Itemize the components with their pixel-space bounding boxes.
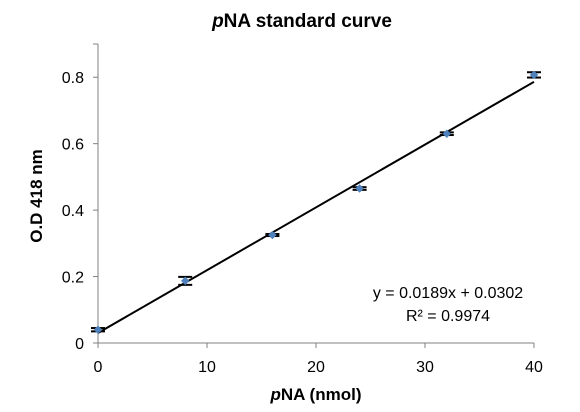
y-axis-label: O.D 418 nm [27,149,46,243]
trendline [97,80,535,334]
y-tick-label: 0.4 [62,203,84,220]
chart-title: pNA standard curve [211,11,392,32]
y-tick-label: 0.8 [62,70,84,87]
y-tick-label: 0.2 [62,270,84,287]
x-tick-label: 20 [307,359,325,376]
data-point [442,129,452,138]
x-tick-label: 10 [198,359,216,376]
x-tick-label: 0 [94,359,103,376]
data-point [93,325,103,334]
y-tick-label: 0 [75,336,84,353]
plot-area: 0 0.2 0.4 0.6 0.8 0 10 20 30 40 [62,43,543,376]
data-point [180,276,190,286]
x-axis-label: pNA (nmol) [270,385,362,404]
data-point [268,230,277,240]
r-squared-label: R² = 0.9974 [406,308,490,325]
trendline-equation: y = 0.0189x + 0.0302 [373,285,523,302]
y-tick-label: 0.6 [62,137,84,154]
x-tick-label: 30 [416,359,434,376]
data-point [355,184,364,193]
x-tick-label: 40 [525,359,543,376]
